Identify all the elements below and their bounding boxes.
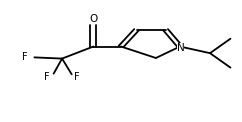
Text: F: F: [22, 52, 28, 62]
Text: F: F: [44, 72, 49, 82]
Text: F: F: [74, 72, 79, 82]
Text: N: N: [177, 43, 184, 53]
Text: O: O: [89, 14, 98, 24]
